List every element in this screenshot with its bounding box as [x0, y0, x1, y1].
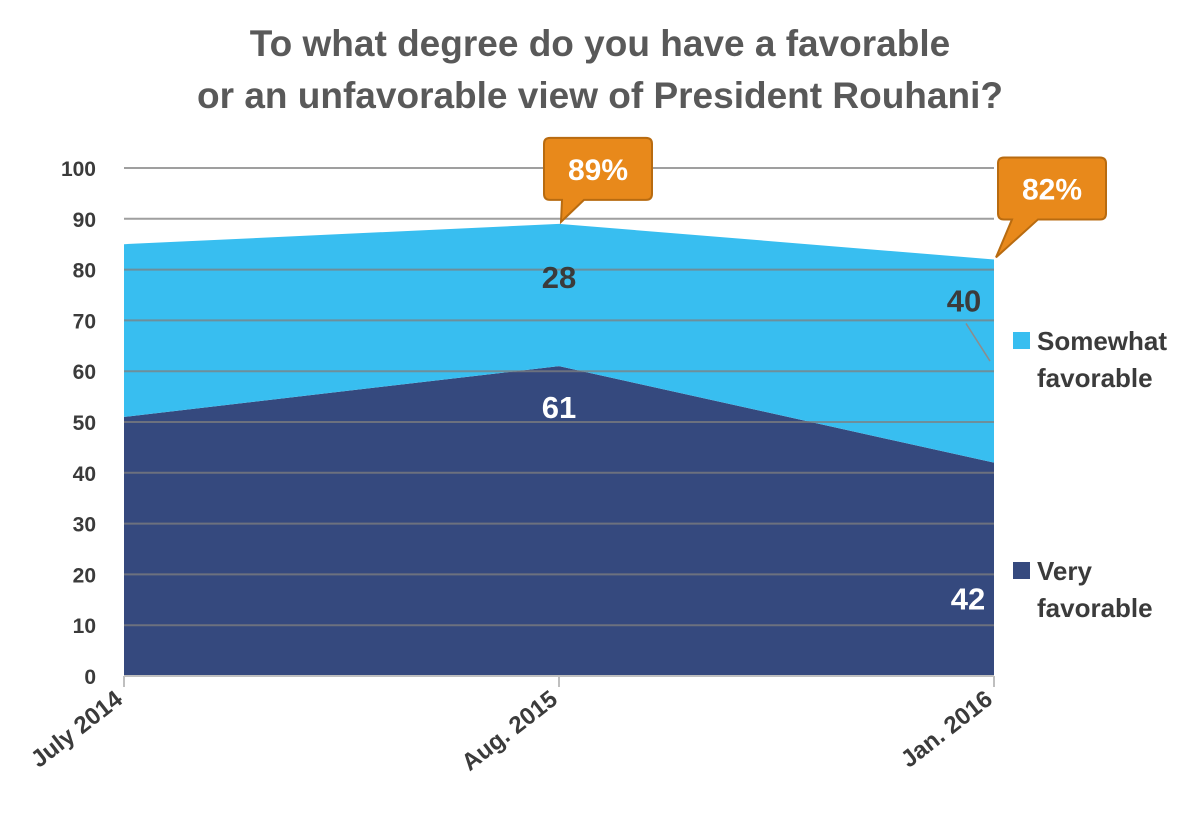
data-label-somewhat-favorable-aug-2015: 28: [542, 260, 576, 295]
x-tick-label-jan-2016: Jan. 2016: [896, 685, 998, 773]
legend-swatch: [1013, 562, 1030, 579]
y-tick-label-10: 10: [73, 615, 96, 638]
y-tick-label-0: 0: [84, 666, 96, 689]
legend-label-line-1: Very: [1037, 556, 1092, 586]
callout-aug-2015: 89%: [543, 136, 653, 225]
chart-title: To what degree do you have a favorable o…: [0, 18, 1200, 122]
callout-label: 82%: [1022, 173, 1082, 206]
callouts: 89% 82%: [543, 136, 1107, 259]
legend: Somewhat favorable Very favorable: [1013, 326, 1167, 623]
legend-label-line-1: Somewhat: [1037, 326, 1167, 356]
area-somewhat-favorable: [124, 223, 994, 463]
chart-title-line-2: or an unfavorable view of President Rouh…: [197, 75, 1003, 116]
data-labels: 61 42 28 40: [542, 260, 991, 616]
y-tick-label-80: 80: [73, 260, 96, 283]
y-tick-label-30: 30: [73, 514, 96, 537]
legend-label-line-2: favorable: [1037, 363, 1153, 393]
y-tick-label-100: 100: [61, 158, 96, 181]
y-tick-label-50: 50: [73, 412, 96, 435]
data-label-very-favorable-jan-2016: 42: [951, 581, 985, 616]
legend-item-somewhat-favorable: Somewhat favorable: [1013, 326, 1167, 393]
x-tick-label-aug-2015: Aug. 2015: [457, 685, 563, 776]
y-tick-label-60: 60: [73, 361, 96, 384]
y-tick-label-20: 20: [73, 564, 96, 587]
data-label-somewhat-favorable-jan-2016: 40: [947, 283, 981, 318]
legend-label-line-2: favorable: [1037, 593, 1153, 623]
callout-jan-2016: 82%: [995, 156, 1107, 259]
callout-bubble: [543, 136, 653, 225]
callout-label: 89%: [568, 154, 628, 187]
y-tick-label-70: 70: [73, 310, 96, 333]
area-very-favorable: [124, 366, 994, 676]
y-tick-label-40: 40: [73, 463, 96, 486]
legend-item-very-favorable: Very favorable: [1013, 556, 1153, 623]
legend-swatch: [1013, 332, 1030, 349]
x-tick-label-july-2014: July 2014: [26, 685, 128, 773]
callout-bubble: [995, 156, 1107, 259]
area-layer: [124, 223, 994, 676]
gridlines: [124, 167, 994, 627]
data-label-very-favorable-aug-2015: 61: [542, 390, 576, 425]
data-label-leader-line: [965, 323, 991, 362]
chart-title-line-1: To what degree do you have a favorable: [249, 23, 951, 64]
y-tick-label-90: 90: [73, 209, 96, 232]
